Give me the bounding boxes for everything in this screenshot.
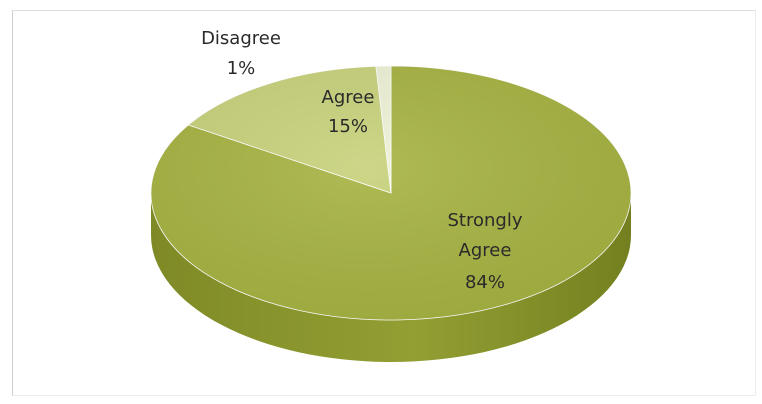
slice-pct-disagree: 1%: [227, 58, 256, 79]
pie-side-wall: [151, 193, 631, 362]
slice-label-strongly-agree: Strongly: [448, 210, 523, 231]
pie-slices: [150, 65, 632, 362]
slice-pct-agree: 15%: [328, 116, 368, 137]
slice-label-agree: Agree: [322, 87, 375, 108]
pie-labels: Strongly Agree 84% Agree 15% Disagree 1%: [201, 28, 523, 293]
pie-top-shading: [151, 66, 631, 320]
slice-label-strongly-agree-line2: Agree: [459, 240, 512, 261]
slice-label-disagree: Disagree: [201, 28, 281, 49]
slice-pct-strongly-agree: 84%: [465, 272, 505, 293]
